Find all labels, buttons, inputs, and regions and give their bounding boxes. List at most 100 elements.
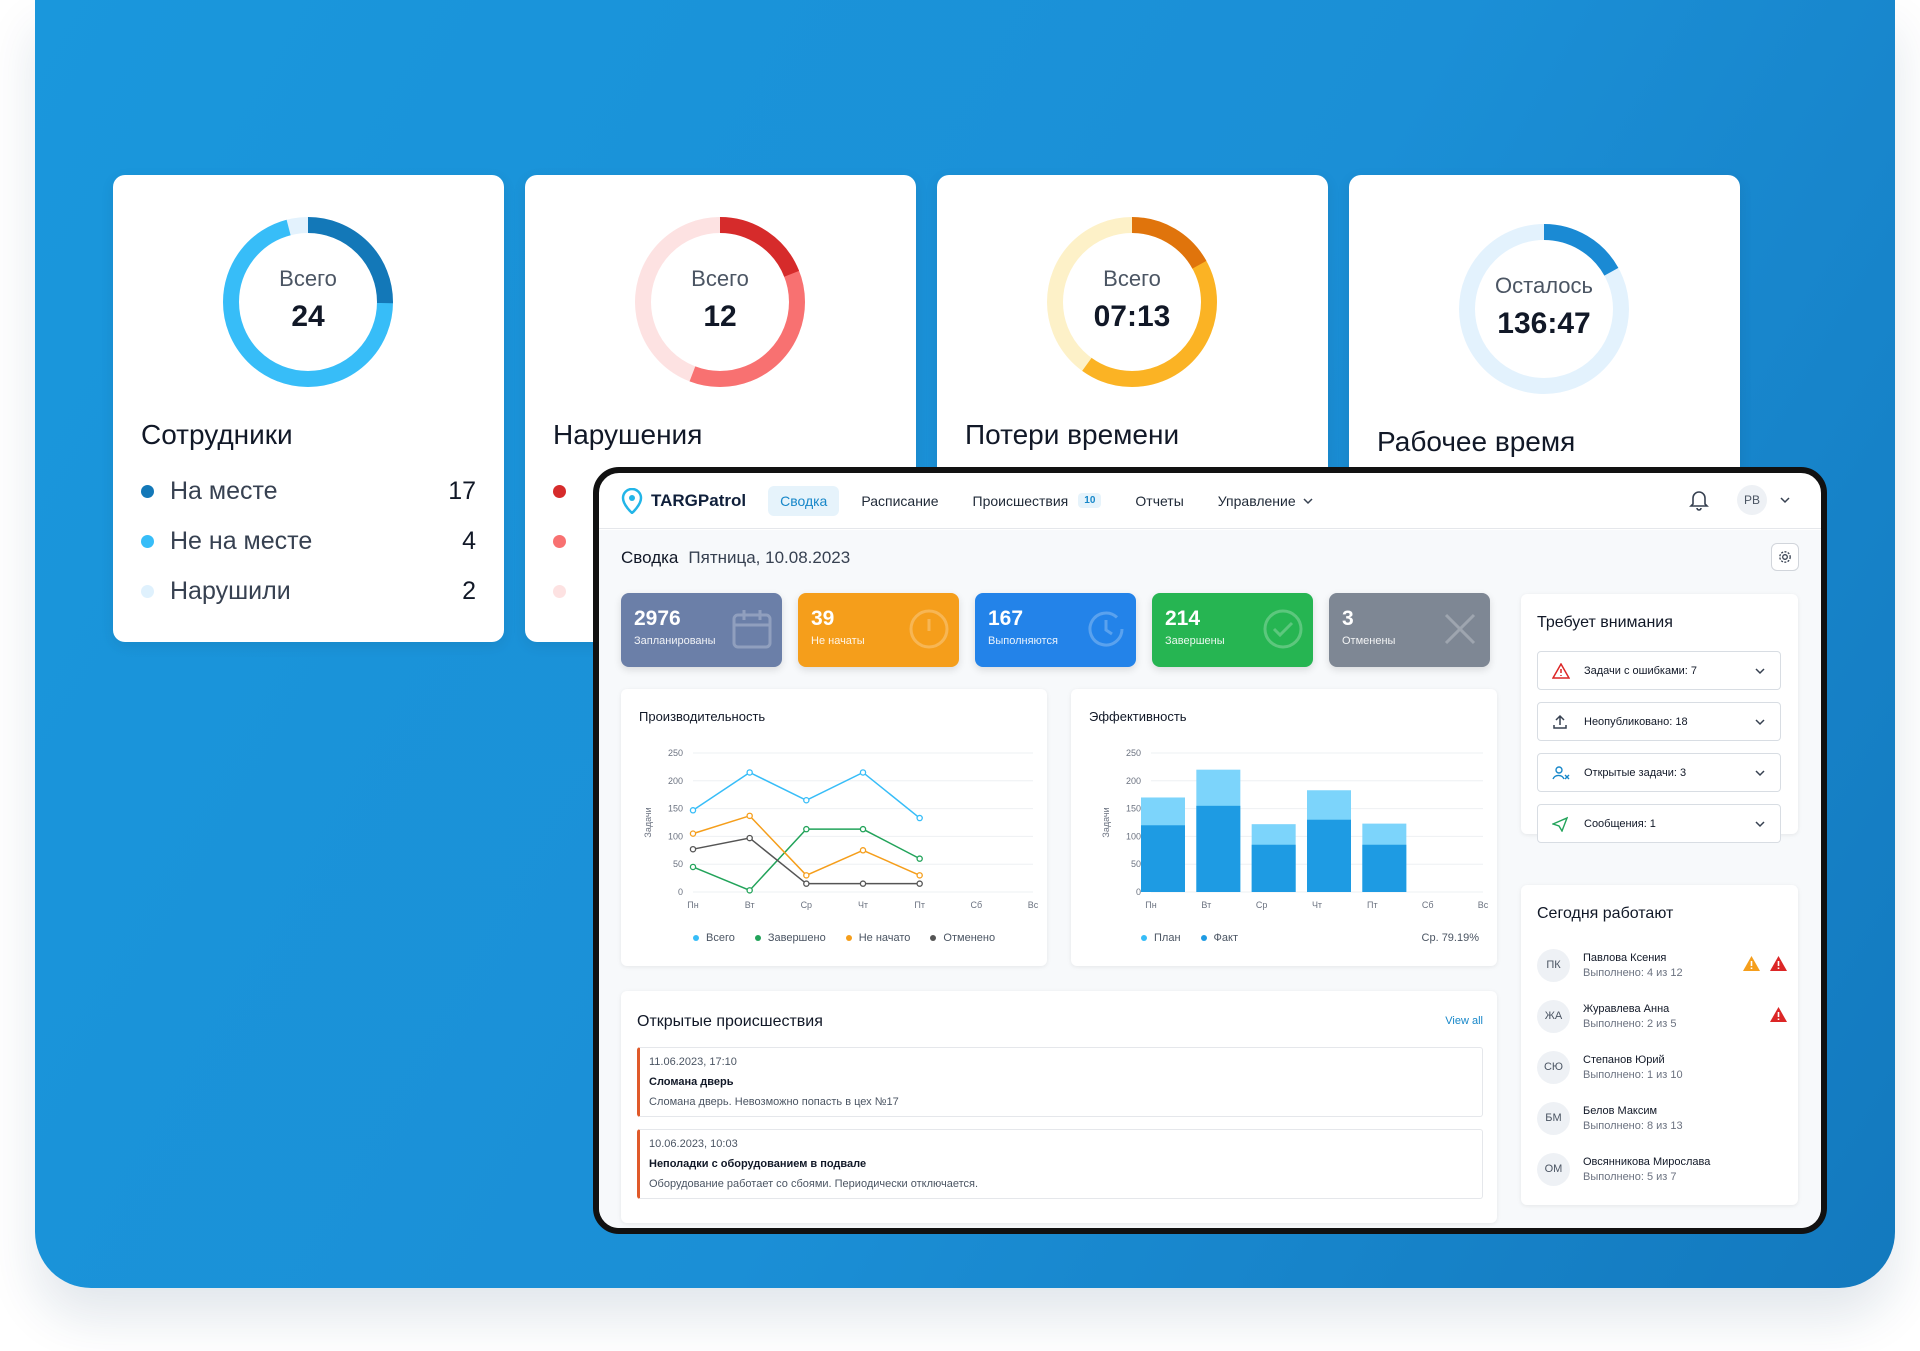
x-tick-label: Вт [1201, 900, 1211, 910]
employee-status: Выполнено: 2 из 5 [1583, 1017, 1677, 1030]
panel-title: Требует внимания [1537, 614, 1673, 631]
stat-row-label: Нарушили [170, 576, 291, 605]
sync-clock-icon [1088, 611, 1124, 647]
data-point [689, 807, 697, 814]
panel-title: Эффективность [1089, 709, 1187, 724]
data-point [803, 797, 810, 804]
attention-errors-dropdown[interactable]: Задачи с ошибками: 7 [1537, 651, 1781, 690]
bell-icon[interactable] [1689, 489, 1709, 511]
brand-logo[interactable]: TARGPatrol [621, 487, 747, 514]
data-point [689, 863, 697, 871]
kpi-label: Выполняются [988, 635, 1058, 647]
employee-row[interactable]: ОМ Овсянникова Мирослава Выполнено: 5 из … [1537, 1149, 1787, 1189]
attention-open-tasks-dropdown[interactable]: Открытые задачи: 3 [1537, 753, 1781, 792]
stat-row-value: 4 [462, 526, 476, 555]
card-title: Потери времени [965, 419, 1180, 450]
settings-button[interactable] [1771, 543, 1799, 571]
kpi-cancelled[interactable]: 3 Отменены [1329, 593, 1490, 667]
nav-incidents[interactable]: Происшествия 10 [961, 486, 1114, 516]
stat-row-value: 17 [448, 476, 476, 505]
warning-red-icon [1770, 956, 1787, 971]
incident-item[interactable]: 10.06.2023, 10:03 Неполадки с оборудован… [637, 1129, 1483, 1199]
working-today-panel: Сегодня работают ПК Павлова Ксения Выполн… [1521, 885, 1798, 1205]
legend-label: Факт [1213, 932, 1238, 944]
y-axis-label: Задачи [643, 807, 653, 837]
stat-row [553, 523, 888, 559]
employee-row[interactable]: СЮ Степанов Юрий Выполнено: 1 из 10 [1537, 1047, 1787, 1087]
legend-item: Завершено [754, 932, 826, 944]
kpi-value: 3 [1342, 607, 1354, 630]
kpi-not-started[interactable]: 39 Не начаты [798, 593, 959, 667]
x-tick-label: Пт [1367, 900, 1378, 910]
card-title: Рабочее время [1377, 426, 1576, 457]
efficiency-legend: План Факт [1141, 932, 1258, 944]
warning-orange-icon [1743, 956, 1760, 971]
page-title: Сводка [621, 548, 679, 567]
attention-messages-dropdown[interactable]: Сообщения: 1 [1537, 804, 1781, 843]
legend-dot [141, 484, 154, 498]
brand-name: TARGPatrol [651, 490, 747, 510]
y-tick-label: 250 [668, 748, 683, 758]
user-avatar[interactable]: РВ [1737, 485, 1767, 515]
x-tick-label: Пн [1145, 900, 1156, 910]
incident-item[interactable]: 11.06.2023, 17:10 Сломана дверь Сломана … [637, 1047, 1483, 1117]
nav-reports[interactable]: Отчеты [1123, 486, 1195, 516]
violations-donut: Всего 12 [628, 210, 812, 394]
employee-row[interactable]: ПК Павлова Ксения Выполнено: 4 из 12 [1537, 945, 1787, 985]
employees-card: Всего 24 Сотрудники На месте 17 Не на ме… [113, 175, 504, 642]
productivity-chart: 250 200 150 100 50 0 Пн Вт Ср Чт Пт Сб Вс Задачи [643, 748, 1039, 910]
data-point [916, 814, 923, 822]
chevron-down-icon[interactable] [1779, 494, 1791, 506]
bar-fact [1307, 819, 1351, 892]
legend-label: Отменено [943, 932, 996, 944]
legend-dot [141, 584, 154, 598]
employee-row[interactable]: ЖА Журавлева Анна Выполнено: 2 из 5 [1537, 996, 1787, 1036]
donut-value: 07:13 [1093, 300, 1171, 333]
y-tick-label: 100 [1126, 831, 1141, 841]
card-title: Сотрудники [141, 419, 293, 450]
nav-management[interactable]: Управление [1206, 486, 1326, 516]
nav-summary[interactable]: Сводка [768, 485, 840, 516]
legend-dot [553, 484, 566, 498]
stat-row-label: Не на месте [170, 526, 313, 555]
avatar: ОМ [1537, 1152, 1570, 1186]
y-tick-label: 100 [668, 831, 683, 841]
nav-schedule[interactable]: Расписание [849, 486, 950, 516]
employee-row[interactable]: БМ Белов Максим Выполнено: 8 из 13 [1537, 1098, 1787, 1138]
employee-status: Выполнено: 4 из 12 [1583, 966, 1683, 979]
legend-item: Всего [693, 932, 735, 944]
page-date: Пятница, 10.08.2023 [688, 548, 851, 567]
clock-icon [909, 609, 949, 649]
x-tick-label: Пт [914, 900, 925, 910]
data-point [916, 855, 923, 862]
dropdown-label: Неопубликовано: 18 [1584, 715, 1688, 728]
legend-item: Отменено [930, 932, 995, 944]
view-all-link[interactable]: View all [1445, 1015, 1483, 1027]
legend-item: Не начато [845, 932, 911, 944]
data-point [859, 847, 867, 854]
kpi-value: 2976 [634, 607, 681, 630]
kpi-value: 167 [988, 607, 1024, 630]
data-point [916, 880, 923, 887]
nav-label: Отчеты [1135, 492, 1184, 509]
user-tasks-icon [1552, 765, 1570, 779]
x-tick-label: Сб [971, 900, 983, 910]
card-title: Нарушения [553, 419, 703, 450]
kpi-planned[interactable]: 2976 Запланированы [621, 593, 782, 667]
data-point [803, 880, 810, 887]
nav-label: Расписание [861, 492, 939, 509]
warning-icon [1552, 662, 1570, 679]
stat-row-label: На месте [170, 476, 278, 505]
data-point [859, 825, 867, 833]
dropdown-label: Сообщения: 1 [1584, 817, 1656, 830]
legend-label: Не начато [858, 932, 911, 944]
kpi-completed[interactable]: 214 Завершены [1152, 593, 1313, 667]
kpi-label: Запланированы [634, 635, 716, 647]
productivity-legend: Всего Завершено Не начато Отменено [693, 932, 1015, 944]
avatar: ПК [1537, 948, 1570, 982]
y-tick-label: 150 [668, 804, 683, 814]
kpi-in-progress[interactable]: 167 Выполняются [975, 593, 1136, 667]
series-line [692, 814, 920, 877]
work-time-donut: Осталось 136:47 [1452, 217, 1636, 401]
attention-unpublished-dropdown[interactable]: Неопубликовано: 18 [1537, 702, 1781, 741]
